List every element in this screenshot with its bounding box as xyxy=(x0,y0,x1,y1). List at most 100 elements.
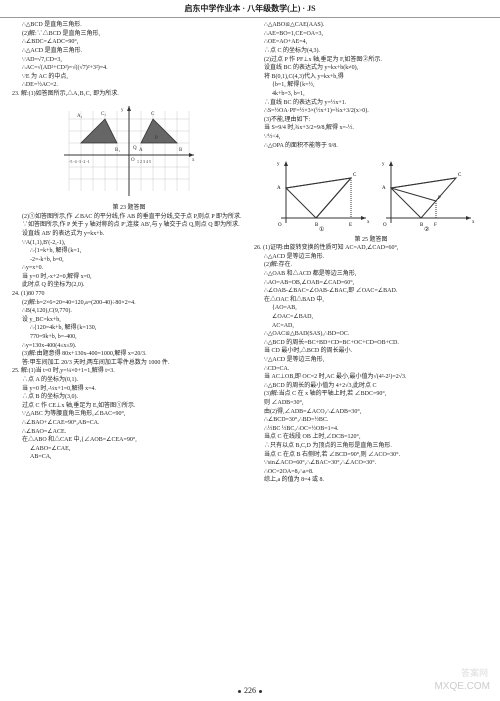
text-line: 综上,a 的值为 8=4 或 8. xyxy=(254,476,488,484)
text-line: ∴△BCD 是直角三角形. xyxy=(12,21,246,29)
text-line: ∴{1=k+b, 解得{k=1, xyxy=(12,247,246,255)
text-line: ∵A(1,1),B'(-2,-1), xyxy=(12,239,246,247)
text-line: {b=1, 解得{k=½, xyxy=(254,81,488,89)
svg-text:A: A xyxy=(139,148,143,153)
text-line: ∵△ACD 是等边三角形, xyxy=(254,356,488,364)
svg-text:①: ① xyxy=(319,226,324,233)
svg-text:y: y xyxy=(277,162,280,167)
text-line: (2)解:b=2×6=20=40=120,a=(200-40)÷80×2=4. xyxy=(12,299,246,307)
text-line: ∠ABO=∠CAE, xyxy=(12,445,246,453)
text-line: ∵sin∠ACO=60°,∴∠BAC=30°,∴∠ACO=30°. xyxy=(254,459,488,467)
text-line: -2=-k+b, b=0, xyxy=(12,256,246,264)
text-line: ∴∠BAO=∠ACE. xyxy=(12,428,246,436)
svg-text:A₁: A₁ xyxy=(77,114,83,119)
text-line: ∴∠BDC=∠ADC=90°, xyxy=(12,38,246,46)
page-header: 启东中学作业本 · 八年级数学(上) · JS xyxy=(0,0,500,18)
text-line: ∴△OAB 和△ACD 都是等边三角形, xyxy=(254,270,488,278)
svg-text:C: C xyxy=(151,112,155,117)
text-line: 将 B(0,1),C(4,3)代入 y=kx+b,得 xyxy=(254,73,488,81)
text-line: ∴∠OAB-∠BAC=∠OAB-∠BAC,即 ∠OAC=∠BAD. xyxy=(254,287,488,295)
text-line: 当 AC⊥OB,即 OC=2 时,AC 最小,最小值为√(4²-2²)=2√3. xyxy=(254,373,488,381)
right-column: ∴△ABO≌△CAE(AAS). ∴AE=BO=1,CE=OA=3, ∴OE=A… xyxy=(250,21,492,485)
svg-text:x: x xyxy=(472,220,475,225)
svg-text:O: O xyxy=(278,223,282,228)
text-line: ∴½BC ½BC,∴OC=½OB=1=4. xyxy=(254,425,488,433)
text-line: AC=AD, xyxy=(254,322,488,330)
text-line: 当 y=0 时,-⅓x+1=0,解得 x=4. xyxy=(12,385,246,393)
svg-text:B: B xyxy=(179,148,183,153)
text-line: 设 y_BC=kx+b, xyxy=(12,316,246,324)
svg-text:E: E xyxy=(349,223,352,228)
text-line: ∠OAC=∠BAD, xyxy=(254,313,488,321)
text-line: ∴S=½OA·PF=½×3×(½x+1)=¾x+3/2(x>0). xyxy=(254,107,488,115)
svg-text:y: y xyxy=(382,162,385,167)
text-line: {AO=AB, xyxy=(254,304,488,312)
text-line: ∴∠BAO+∠CAE=90°,AB=CA. xyxy=(12,419,246,427)
svg-text:②: ② xyxy=(424,226,429,233)
text-line: 当 S=9/4 时,¾x+3/2=9/8,解得 x=-½. xyxy=(254,124,488,132)
svg-text:C: C xyxy=(353,173,357,178)
text-line: (2)①如答图所示,作 ∠BAC 的平分线,作 AB 的垂直平分线,交于点 P,… xyxy=(12,213,246,221)
text-line: ∴AE=BO=1,CE=OA=3, xyxy=(254,30,488,38)
text-line: ∵½<4, xyxy=(254,133,488,141)
svg-text:A: A xyxy=(277,186,281,191)
text-line: AB=CA, xyxy=(12,453,246,461)
svg-text:B₁: B₁ xyxy=(115,148,120,153)
text-line: ∵△ABC 为等腰直角三角形,∠BAC=90°, xyxy=(12,410,246,418)
text-line: 当点 C 在点 B 右侧时,若 ∠BCD=90°,则 ∠ACO=30°. xyxy=(254,451,488,459)
svg-text:-5 -4 -3 -2 -1: -5 -4 -3 -2 -1 xyxy=(69,159,90,164)
text-line: 当 CD 最小时,△BCD 的周长最小. xyxy=(254,347,488,355)
text-line: 4k+b=3, b=1, xyxy=(254,90,488,98)
text-line: ∴y=130x-400(4≤x≤9). xyxy=(12,342,246,350)
figure-23: A₁B₁C₁ ABC OPQ xy -5 -4 -3 -2 -1 1 2 3 4… xyxy=(12,101,246,201)
text-line: 当 y=0 时,-x+2=0,解得 x=0, xyxy=(12,273,246,281)
text-line: ∴CD=CA. xyxy=(254,365,488,373)
watermark-main: MXQE.COM xyxy=(434,680,490,694)
page-number: 226 xyxy=(244,686,256,695)
text-line: ∴∠BCD=30°,∴BD=½BC. xyxy=(254,416,488,424)
text-line: 设直线 AB' 的表达式为 y=kx+b. xyxy=(12,230,246,238)
text-line: 当点 C 在线段 OB 上时,∠DCB=120°, xyxy=(254,433,488,441)
text-line: ∴y=x+0. xyxy=(12,264,246,272)
text-line: 770=9k+b, b=-400, xyxy=(12,333,246,341)
text-line: 过点 C 作 CE⊥x 轴,垂足为 E,如答图①所示. xyxy=(12,402,246,410)
watermark-cn: 答案网 xyxy=(461,667,488,679)
text-line: ∴△OPA 的面积不能等于 9/8. xyxy=(254,142,488,150)
fig25-caption: 第 25 题答图 xyxy=(254,236,488,244)
text-line: 此时点 Q 的坐标为(2,0). xyxy=(12,281,246,289)
text-line: 由(2)得,∠ADB=∠ACO,∴∠ADB=30°, xyxy=(254,408,488,416)
text-line: ∴DE=½AC=2. xyxy=(12,81,246,89)
text-line: ∵AD=√7,CD=3, xyxy=(12,56,246,64)
text-line: (3)解:当点 C 在 x 轴的平轴上时,若 ∠BDC=90°, xyxy=(254,390,488,398)
fig23-caption: 第 23 题答图 xyxy=(12,204,246,212)
text-line: ∴AO=AB=OB,∠OAB=∠CAD=60°, xyxy=(254,279,488,287)
text-line: ∴点 A 的坐标为(0,1). xyxy=(12,376,246,384)
text-line: 在△ABO 和△CAE 中,{∠AOB=∠CEA=90°, xyxy=(12,436,246,444)
problem-24: 24. (1)80 770 xyxy=(12,290,246,298)
text-line: ∴△BCD 的周长的最小值为 4+2√3,此时点 C xyxy=(254,382,488,390)
text-line: (2)解:存在. xyxy=(254,261,488,269)
text-line: ∴△ABO≌△CAE(AAS). xyxy=(254,21,488,29)
text-line: ∴△BCD 的周长=BC+BD+CD=BC+OC+CD=OB+CD. xyxy=(254,339,488,347)
text-line: ∴△OAC≌△BAD(SAS),∴BD=OC. xyxy=(254,330,488,338)
text-line: ∴OE=AO+AE=4, xyxy=(254,38,488,46)
svg-text:C: C xyxy=(458,173,462,178)
text-line: ∵E 为 AC 的中点, xyxy=(12,73,246,81)
text-line: (2)过点 P 作 PF⊥x 轴,垂足为 F,如答图②所示. xyxy=(254,56,488,64)
text-line: 答:甲车间加工 20/3 天时,两车间加工零件总数为 1000 件. xyxy=(12,359,246,367)
text-line: 则 ∠ADB=30°, xyxy=(254,399,488,407)
svg-text:A: A xyxy=(382,186,386,191)
text-line: ∴△ACD 是等边三角形. xyxy=(254,253,488,261)
figure-25: ABC OExy ① ABC OPF xy ② xyxy=(254,153,488,233)
text-line: ∴AC=√(AD²+CD²)=√((√7)²+3²)=4. xyxy=(12,64,246,72)
two-column-layout: ∴△BCD 是直角三角形. (2)解:∵△BCD 是直角三角形, ∴∠BDC=∠… xyxy=(0,18,500,488)
svg-text:F: F xyxy=(434,223,437,228)
svg-text:O: O xyxy=(131,158,135,163)
svg-text:1 2 3 4 5: 1 2 3 4 5 xyxy=(137,159,151,164)
text-line: (2)解:∵△BCD 是直角三角形, xyxy=(12,30,246,38)
text-line: 在△OAC 和△BAD 中, xyxy=(254,296,488,304)
svg-text:Q: Q xyxy=(133,146,137,151)
svg-text:x: x xyxy=(192,158,195,163)
text-line: ∴OC=2OA=8,∴a=8. xyxy=(254,468,488,476)
page-footer: 226 xyxy=(0,686,500,697)
